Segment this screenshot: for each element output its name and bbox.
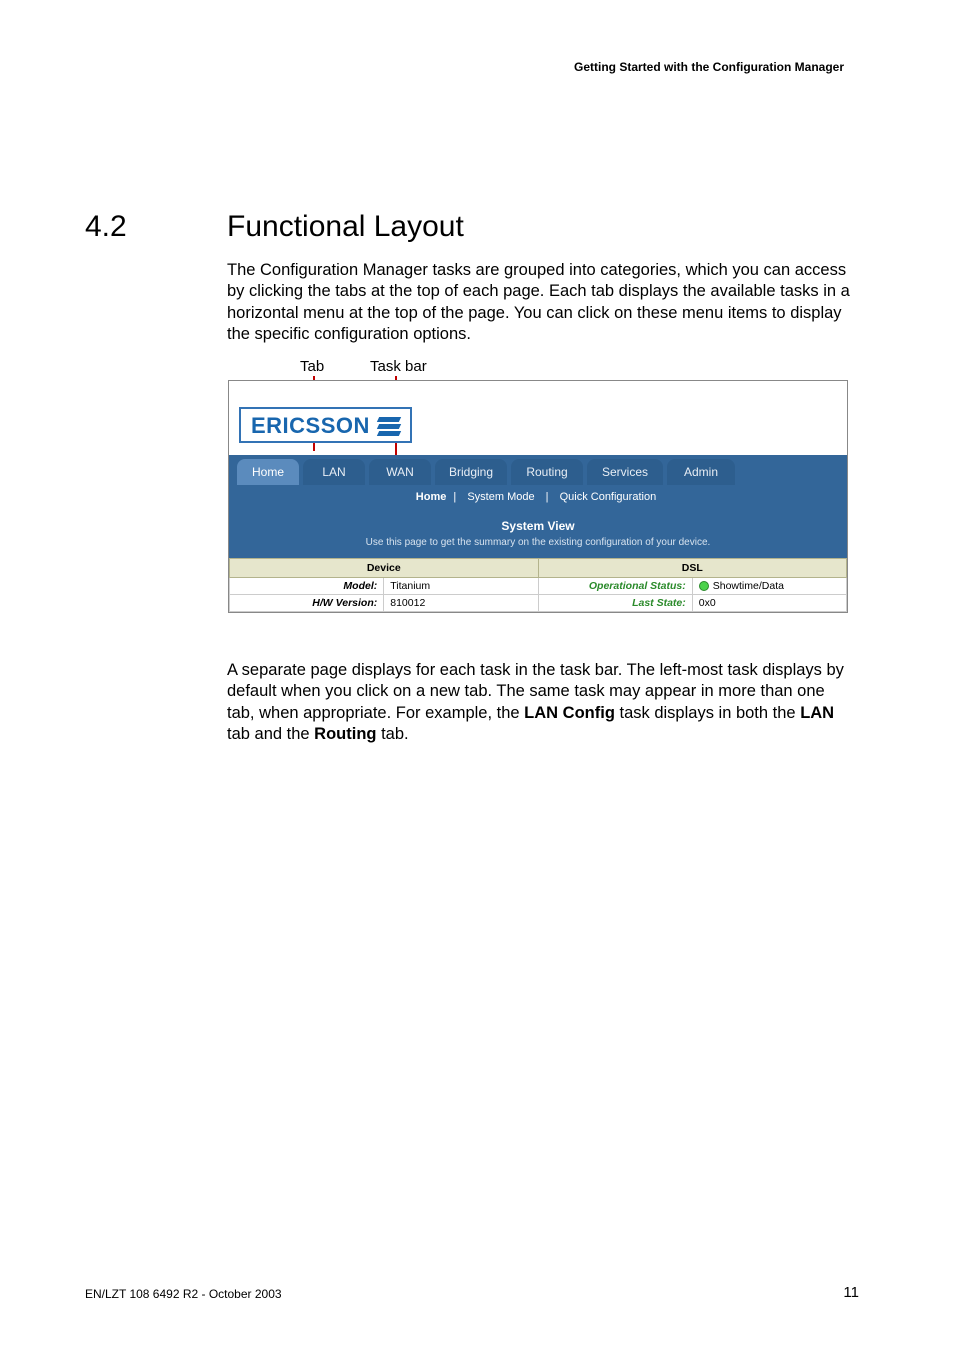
taskbar-sep1: | <box>453 491 456 503</box>
cell-laststate-label: Last State: <box>538 595 692 612</box>
taskbar-sysmode[interactable]: System Mode <box>467 491 534 503</box>
p2-end: tab. <box>376 725 408 743</box>
tab-admin[interactable]: Admin <box>667 459 735 485</box>
cell-model-value: Titanium <box>384 578 538 595</box>
taskbar-quickconfig[interactable]: Quick Configuration <box>560 491 657 503</box>
opstatus-text: Showtime/Data <box>713 580 784 592</box>
p2-mid: task displays in both the <box>615 704 800 722</box>
cell-model-label: Model: <box>230 578 384 595</box>
p2-b1: LAN Config <box>524 704 615 722</box>
annot-task-label: Task bar <box>370 358 450 375</box>
footer-page-number: 11 <box>843 1284 859 1301</box>
system-view-title: System View <box>229 509 847 535</box>
cell-opstatus-label: Operational Status: <box>538 578 692 595</box>
para-separate-page: A separate page displays for each task i… <box>227 660 852 746</box>
tabs-row: Home LAN WAN Bridging Routing Services A… <box>229 455 847 485</box>
tab-wan[interactable]: WAN <box>369 459 431 485</box>
table-row: H/W Version: 810012 Last State: 0x0 <box>230 595 847 612</box>
section-number: 4.2 <box>85 210 127 244</box>
annot-tab-label: Tab <box>300 358 324 375</box>
logo-text: ERICSSON <box>251 413 370 439</box>
p2-b2: LAN <box>800 704 834 722</box>
tab-routing[interactable]: Routing <box>511 459 583 485</box>
tab-lan[interactable]: LAN <box>303 459 365 485</box>
tab-home[interactable]: Home <box>237 459 299 485</box>
status-dot-icon <box>699 581 709 591</box>
cell-hw-value: 810012 <box>384 595 538 612</box>
cell-laststate-value: 0x0 <box>692 595 846 612</box>
tab-bridging[interactable]: Bridging <box>435 459 507 485</box>
taskbar-home[interactable]: Home <box>416 491 447 503</box>
logo-bars-icon <box>378 416 400 436</box>
ericsson-logo: ERICSSON <box>239 407 412 443</box>
th-dsl: DSL <box>538 559 847 578</box>
config-manager-screenshot: ERICSSON Home LAN WAN Bridging Routing S… <box>228 380 848 613</box>
device-table: Device DSL Model: Titanium Operational S… <box>229 558 847 612</box>
task-bar: Home | System Mode | Quick Configuration <box>229 485 847 509</box>
tab-services[interactable]: Services <box>587 459 663 485</box>
p2-b3: Routing <box>314 725 376 743</box>
intro-paragraph: The Configuration Manager tasks are grou… <box>227 260 857 346</box>
cell-opstatus-value: Showtime/Data <box>692 578 846 595</box>
section-title: Functional Layout <box>227 210 464 244</box>
footer-left: EN/LZT 108 6492 R2 - October 2003 <box>85 1287 282 1301</box>
th-device: Device <box>230 559 539 578</box>
page-header: Getting Started with the Configuration M… <box>574 60 844 74</box>
table-row: Model: Titanium Operational Status: Show… <box>230 578 847 595</box>
cell-hw-label: H/W Version: <box>230 595 384 612</box>
system-view-sub: Use this page to get the summary on the … <box>229 535 847 558</box>
annotation-row: Tab Task bar <box>300 358 500 376</box>
p2-mid2: tab and the <box>227 725 314 743</box>
taskbar-sep2: | <box>546 491 549 503</box>
